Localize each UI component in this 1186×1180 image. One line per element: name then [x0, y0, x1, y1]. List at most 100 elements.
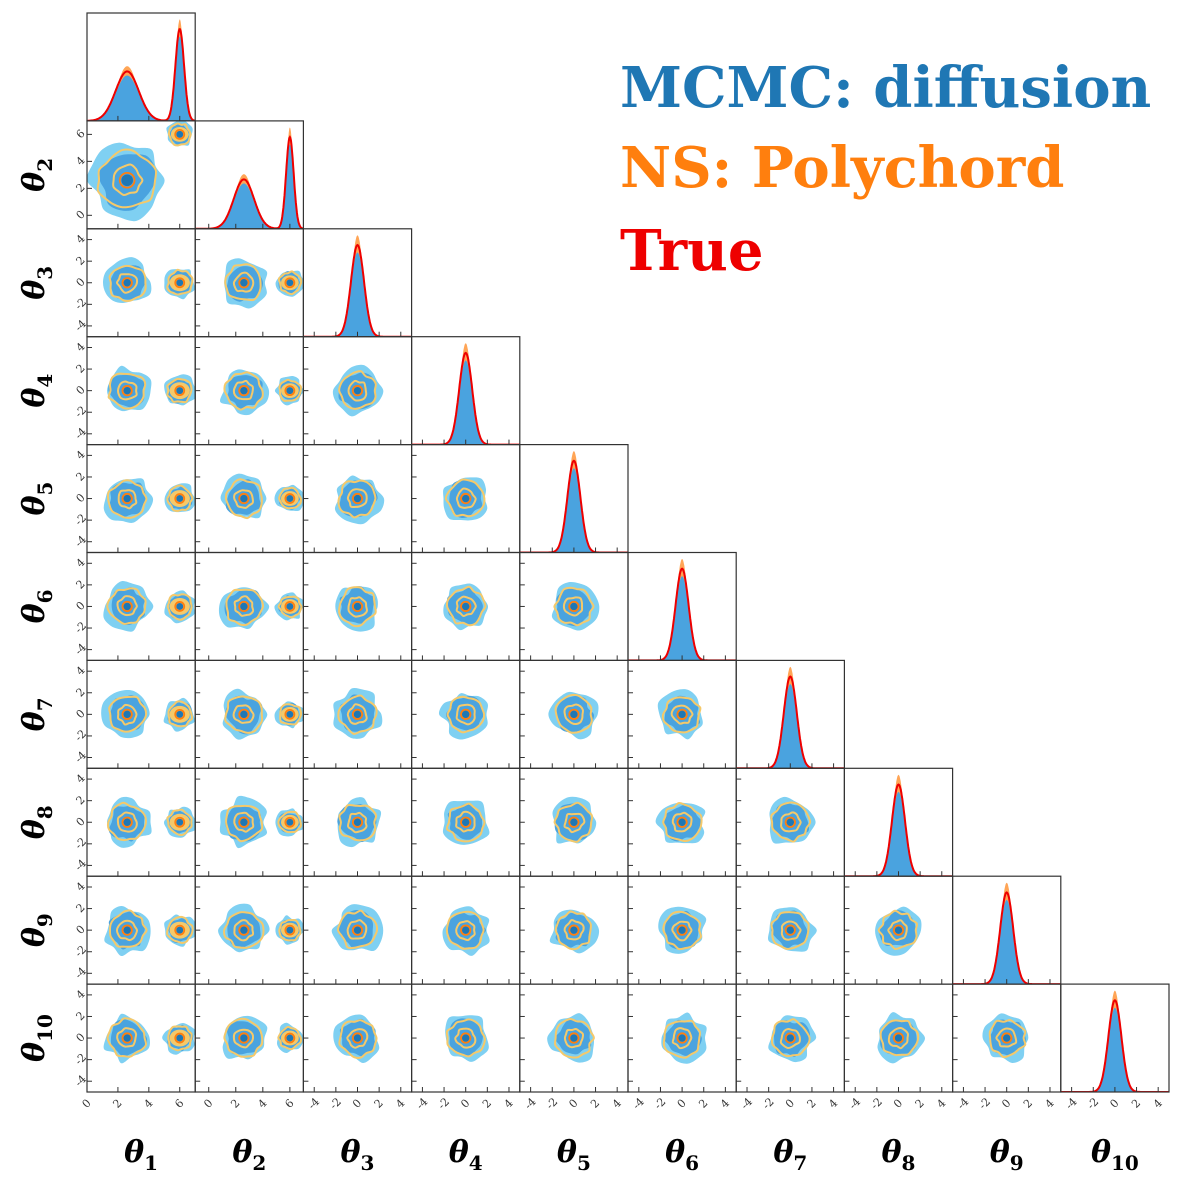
panel-7-4	[411, 659, 521, 769]
panel-7-7	[735, 659, 846, 769]
x-tick-label: 2	[1021, 1097, 1035, 1111]
x-axis-label: θ10	[1091, 1135, 1139, 1175]
panel-10-6	[627, 983, 737, 1093]
x-tick-label: 4	[1043, 1097, 1057, 1111]
panel-content	[104, 905, 196, 957]
panel-content	[445, 1015, 489, 1062]
mcmc-mode-core	[678, 1034, 686, 1042]
y-tick-label: 4	[74, 772, 88, 786]
x-tick-label: 0	[891, 1097, 905, 1111]
y-tick-label: 0	[74, 815, 88, 829]
mcmc-marginal-fill	[411, 360, 520, 445]
ns-mode-ring	[351, 385, 364, 397]
panel-content	[101, 689, 195, 739]
ns-contour-inner	[232, 1028, 255, 1049]
panel-content	[107, 365, 196, 412]
ns-contour-inner	[346, 1028, 369, 1049]
panel-content	[657, 689, 703, 740]
ns-contour-outer	[338, 370, 377, 410]
panel-8-5	[519, 767, 629, 877]
panel-content	[222, 1015, 304, 1060]
ns-contour-outer	[166, 593, 193, 621]
ns-contour-inner	[671, 811, 693, 833]
mcmc-mode-core	[176, 602, 184, 610]
ns-mode-ring	[676, 1032, 688, 1044]
ns-contour-inner	[455, 810, 476, 833]
mcmc-mode-core	[240, 710, 248, 719]
x-tick-label: 0	[566, 1097, 580, 1111]
y-axis-label: θ3	[17, 266, 57, 300]
ns-mode-ring	[174, 924, 186, 936]
panel-3-2	[194, 228, 304, 338]
ns-mode-ring	[238, 708, 250, 720]
x-tick-label: 4	[141, 1097, 155, 1111]
ns-contour-outer	[445, 1018, 486, 1058]
y-axis-label: θ5	[17, 482, 57, 516]
ns-contour-outer	[770, 1018, 811, 1058]
panel-content	[655, 802, 706, 844]
ns-mode-ring	[460, 924, 472, 936]
ns-mode-ring	[784, 816, 796, 828]
panel-content	[222, 688, 304, 740]
panel-content	[767, 907, 817, 952]
ns-contour-outer	[166, 915, 194, 945]
panel-9-9	[951, 875, 1062, 985]
y-axis-label-sub: 8	[33, 805, 57, 819]
ns-contour-outer	[988, 1018, 1027, 1059]
panel-9-8	[843, 875, 954, 985]
ns-mode-ring	[1001, 1032, 1013, 1044]
x-axis-label: θ9	[990, 1135, 1024, 1175]
ns-mode-ring	[174, 128, 186, 140]
mcmc-mode-core	[240, 386, 248, 395]
ns-contour-outer	[277, 810, 302, 834]
ns-contour-inner	[887, 919, 908, 942]
panel-content	[438, 693, 488, 740]
mcmc-mode-core	[286, 818, 294, 826]
x-tick-label: 4	[502, 1097, 516, 1111]
mcmc-mode-core	[353, 818, 362, 826]
ns-contour-outer	[444, 478, 486, 518]
panel-8-1	[86, 767, 196, 877]
y-axis-label-sub: 10	[33, 1014, 57, 1042]
mcmc-mode-core	[240, 602, 248, 611]
ns-contour-inner	[563, 812, 586, 834]
mcmc-mode-core	[461, 818, 470, 826]
ns-mode-ring	[284, 601, 296, 612]
x-tick-label: -2	[760, 1095, 777, 1112]
ns-mode-ring	[568, 924, 580, 936]
ns-contour-outer	[108, 264, 147, 302]
panel-10-2	[194, 983, 304, 1093]
ns-contour-inner	[780, 920, 802, 941]
panel-content	[952, 882, 1061, 985]
x-axis-label: θ5	[557, 1135, 591, 1175]
y-axis-label-symbol: θ	[17, 388, 52, 408]
ns-mode-ring	[174, 1032, 186, 1044]
ns-contour-outer	[337, 694, 378, 735]
panel-8-7	[735, 767, 846, 877]
x-axis-label-symbol: θ	[341, 1135, 361, 1170]
ns-contour-outer	[225, 588, 265, 627]
ns-mode-ring	[174, 385, 186, 397]
ns-contour-inner	[233, 595, 255, 617]
y-tick-label: 4	[74, 880, 88, 894]
ns-mode-ring	[676, 816, 688, 828]
ns-mode-ring	[568, 708, 580, 720]
ns-mode-ring	[174, 277, 186, 289]
mcmc-mode-core	[894, 926, 903, 934]
panel-9-3	[302, 875, 413, 985]
x-tick-label: 4	[393, 1097, 407, 1111]
x-tick-label: -2	[327, 1095, 344, 1112]
panel-7-1	[86, 659, 196, 769]
y-tick-label: 4	[74, 232, 88, 246]
panel-1-1	[86, 12, 196, 122]
ns-contour-outer	[167, 1025, 193, 1052]
x-tick-label: 2	[110, 1097, 124, 1111]
y-axis-label-sub: 4	[33, 374, 57, 388]
ns-contour-outer	[770, 801, 812, 843]
panel-content	[844, 774, 953, 877]
mcmc-mode-core	[570, 818, 578, 826]
mcmc-mode-core	[461, 494, 470, 503]
panel-8-8	[843, 767, 954, 877]
panel-8-2	[194, 767, 304, 877]
